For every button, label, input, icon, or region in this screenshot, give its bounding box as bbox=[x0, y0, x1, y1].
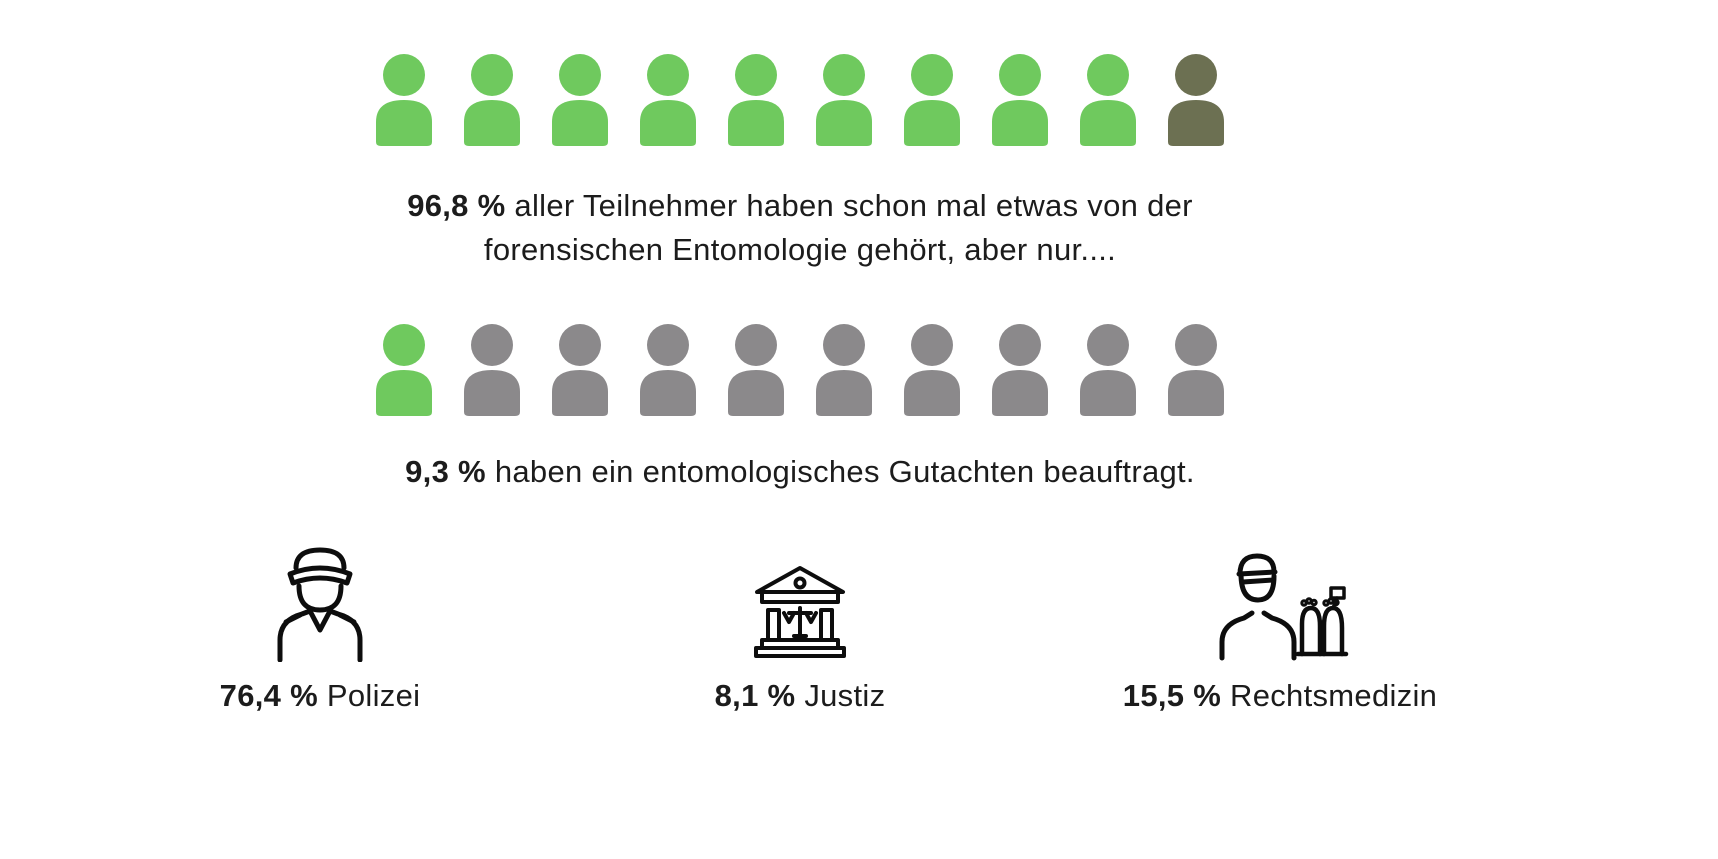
person-icon bbox=[1164, 54, 1228, 146]
person-icon bbox=[636, 324, 700, 417]
pictogram-row-heard bbox=[0, 54, 1600, 146]
person-icon bbox=[900, 54, 964, 146]
category-justiz: 8,1 % Justiz bbox=[560, 540, 1040, 714]
person-icon bbox=[636, 54, 700, 146]
category-rechtsmedizin-label: 15,5 % Rechtsmedizin bbox=[1123, 678, 1437, 714]
category-polizei-label: 76,4 % Polizei bbox=[220, 678, 421, 714]
category-justiz-value: 8,1 % bbox=[714, 678, 796, 714]
category-polizei-value: 76,4 % bbox=[219, 678, 318, 714]
category-rechtsmedizin-value: 15,5 % bbox=[1122, 678, 1222, 714]
person-icon bbox=[900, 324, 964, 417]
category-polizei-name: Polizei bbox=[326, 678, 421, 714]
value-commissioned: 9,3 % bbox=[405, 454, 486, 490]
pictogram-row-commissioned bbox=[0, 324, 1600, 417]
category-justiz-name: Justiz bbox=[804, 678, 886, 714]
survey-infographic: 96,8 % aller Teilnehmer haben schon mal … bbox=[0, 54, 1600, 714]
caption-commissioned: 9,3 % haben ein entomologisches Gutachte… bbox=[250, 450, 1350, 494]
person-icon bbox=[724, 324, 788, 417]
person-icon bbox=[548, 54, 612, 146]
category-rechtsmedizin-name: Rechtsmedizin bbox=[1230, 678, 1438, 714]
person-icon bbox=[1076, 54, 1140, 146]
person-icon bbox=[724, 54, 788, 146]
category-rechtsmedizin: 15,5 % Rechtsmedizin bbox=[1040, 540, 1520, 714]
person-icon bbox=[460, 54, 524, 146]
person-icon bbox=[1164, 324, 1228, 417]
courthouse-icon bbox=[745, 540, 855, 662]
person-icon bbox=[988, 54, 1052, 146]
person-icon bbox=[812, 54, 876, 146]
caption-heard: 96,8 % aller Teilnehmer haben schon mal … bbox=[360, 184, 1240, 272]
person-icon bbox=[548, 324, 612, 417]
person-icon bbox=[812, 324, 876, 417]
forensic-medicine-icon bbox=[1210, 540, 1350, 662]
person-icon bbox=[460, 324, 524, 417]
person-icon bbox=[372, 54, 436, 146]
caption-heard-text: aller Teilnehmer haben schon mal etwas v… bbox=[483, 188, 1193, 268]
value-heard: 96,8 % bbox=[407, 188, 506, 223]
category-polizei: 76,4 % Polizei bbox=[80, 540, 560, 714]
person-icon bbox=[1076, 324, 1140, 417]
police-officer-icon bbox=[264, 540, 376, 663]
person-icon bbox=[372, 324, 436, 417]
category-row: 76,4 % Polizei bbox=[80, 540, 1520, 714]
person-icon bbox=[988, 324, 1052, 417]
caption-commissioned-text: haben ein entomologisches Gutachten beau… bbox=[494, 454, 1195, 490]
category-justiz-label: 8,1 % Justiz bbox=[715, 678, 886, 714]
